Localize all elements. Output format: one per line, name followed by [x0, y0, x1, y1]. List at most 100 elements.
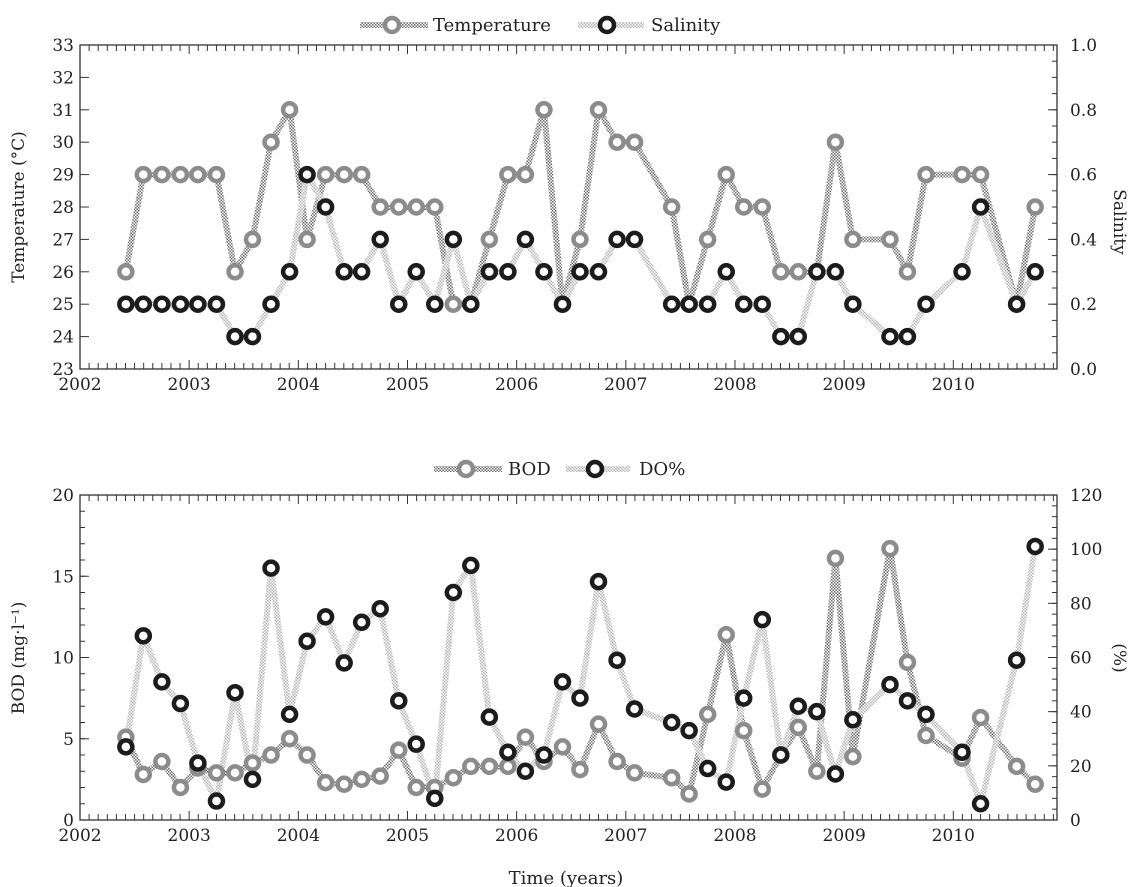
data-point-temperature	[516, 165, 535, 184]
data-point-temperature	[390, 198, 408, 216]
data-point-salinity	[480, 263, 499, 281]
y-left-tick-label: 25	[52, 295, 74, 315]
series-top	[117, 101, 1044, 346]
y-right-tick-label: 80	[1070, 594, 1092, 614]
x-tick-label: 2002	[58, 375, 101, 395]
data-point-salinity	[772, 327, 790, 346]
data-point-temperature	[371, 198, 389, 216]
x-tick-label: 2002	[58, 826, 101, 846]
data-point-temperature	[316, 165, 335, 184]
data-point-do	[971, 795, 990, 813]
data-point-temperature	[698, 230, 717, 249]
y-left-tick-label: 32	[52, 68, 74, 88]
data-point-bod	[226, 764, 244, 782]
data-point-temperature	[898, 263, 917, 281]
x-tick-label: 2008	[713, 375, 756, 395]
data-point-salinity	[117, 295, 135, 313]
data-point-temperature	[243, 230, 262, 249]
y-left-tick-label: 31	[52, 101, 74, 121]
data-point-do	[153, 673, 171, 691]
data-point-do	[826, 765, 845, 783]
y-right-tick-label: 60	[1070, 649, 1092, 669]
data-point-salinity	[298, 165, 316, 184]
data-point-salinity	[680, 295, 698, 313]
data-point-temperature	[262, 133, 280, 151]
x-tick-label: 2006	[495, 826, 538, 846]
data-point-salinity	[462, 295, 480, 313]
data-point-temperature	[189, 165, 207, 184]
data-point-do	[371, 600, 389, 618]
legend-marker-salinity	[597, 15, 617, 35]
y-left-tick-label: 26	[52, 263, 74, 283]
data-point-salinity	[826, 263, 845, 281]
data-point-do	[171, 694, 190, 713]
data-point-bod	[898, 653, 917, 672]
y-left-tick-label: 27	[52, 230, 74, 250]
data-point-do	[844, 711, 862, 729]
data-point-temperature	[881, 230, 899, 249]
data-point-bod	[262, 746, 280, 764]
legend-label-temperature: Temperature	[433, 15, 551, 36]
data-point-do	[571, 689, 589, 707]
y-axis-label-salinity: Salinity	[1109, 189, 1129, 255]
data-point-do	[698, 759, 717, 778]
data-point-temperature	[499, 165, 517, 184]
data-point-salinity	[535, 263, 553, 281]
data-point-do	[462, 556, 480, 575]
data-point-bod	[499, 757, 517, 776]
data-point-salinity	[280, 263, 299, 281]
data-point-temperature	[717, 165, 735, 184]
legend-marker-temperature	[382, 15, 402, 35]
data-point-salinity	[662, 295, 681, 313]
y-left-tick-label: 5	[63, 730, 74, 750]
data-point-bod	[717, 626, 735, 644]
data-point-bod	[1007, 757, 1026, 776]
data-point-bod	[571, 760, 589, 779]
data-point-bod	[407, 778, 425, 797]
data-point-temperature	[625, 133, 644, 151]
data-point-salinity	[243, 327, 262, 346]
data-point-temperature	[753, 198, 772, 216]
data-point-temperature	[844, 230, 862, 249]
y-right-tick-label: 20	[1070, 757, 1092, 777]
data-point-bod	[462, 757, 480, 776]
data-point-salinity	[444, 230, 463, 249]
data-point-do	[189, 754, 207, 772]
y-left-tick-label: 33	[52, 36, 74, 56]
data-point-do	[352, 613, 371, 632]
data-point-salinity	[134, 295, 153, 313]
data-point-bod	[881, 539, 899, 558]
data-point-bod	[352, 770, 371, 789]
data-point-bod	[789, 718, 808, 737]
data-point-temperature	[662, 198, 681, 216]
data-point-temperature	[207, 165, 226, 184]
data-point-temperature	[772, 263, 790, 281]
data-point-do	[499, 743, 517, 762]
data-point-do	[589, 572, 608, 591]
y-left-tick-label: 23	[52, 360, 74, 380]
data-point-bod	[444, 769, 463, 787]
data-point-do	[772, 746, 790, 764]
data-point-bod	[753, 780, 772, 798]
data-point-do	[335, 654, 353, 672]
x-tick-label: 2007	[604, 375, 647, 395]
data-point-do	[680, 721, 698, 740]
data-point-salinity	[881, 327, 899, 346]
data-point-salinity	[734, 295, 753, 313]
data-point-bod	[298, 746, 316, 764]
x-tick-label: 2004	[277, 826, 320, 846]
data-point-temperature	[480, 230, 499, 249]
data-point-temperature	[226, 263, 244, 281]
y-right-tick-label: 1.0	[1070, 36, 1097, 56]
x-tick-label: 2010	[932, 375, 975, 395]
x-tick-label: 2005	[386, 826, 429, 846]
data-point-salinity	[844, 295, 862, 313]
legend-label-do: DO%	[639, 459, 685, 480]
data-point-do	[553, 673, 572, 691]
y-right-tick-label: 0.2	[1070, 295, 1097, 315]
data-point-do	[134, 627, 153, 645]
data-point-do	[898, 692, 917, 710]
data-point-temperature	[1026, 198, 1044, 216]
x-tick-label: 2007	[604, 826, 647, 846]
data-point-bod	[698, 705, 717, 724]
